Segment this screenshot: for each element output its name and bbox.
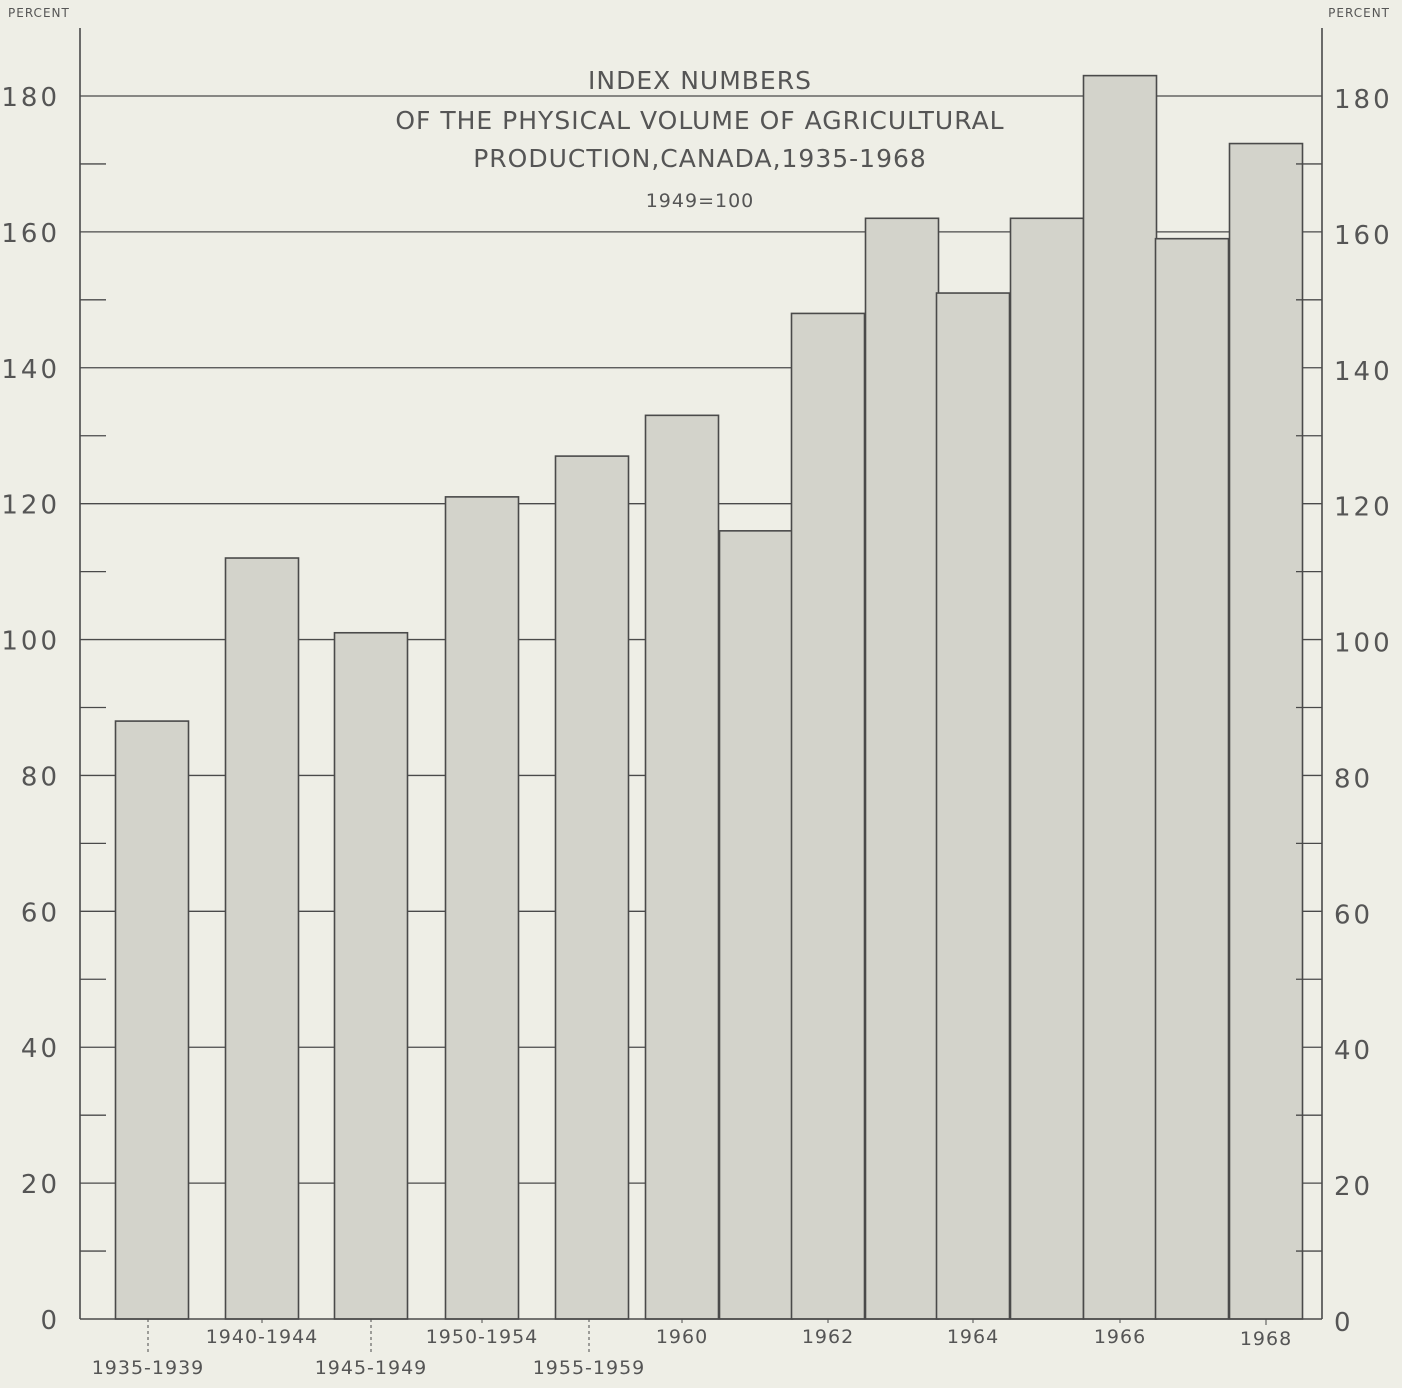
y-tick-label-left-80: 80 — [21, 762, 60, 792]
plot-frame — [79, 28, 1323, 1320]
x-tick-label-1945-1949: 1945-1949 — [315, 1357, 428, 1379]
chart-base-note: 1949=100 — [645, 190, 755, 212]
bars — [114, 74, 1304, 1320]
x-tick-label-1962: 1962 — [802, 1326, 854, 1348]
axis-ticks: 0 0 20 20 40 40 60 60 80 80 100 100 120 120 140 140 160 1… — [1, 83, 1393, 1354]
bar-1960 — [644, 414, 720, 1320]
x-tick-label-1955-1959: 1955-1959 — [533, 1357, 646, 1379]
y-tick-label-right-140: 140 — [1334, 357, 1393, 387]
y-tick-label-right-120: 120 — [1334, 493, 1393, 523]
x-tick-label-1935-1939: 1935-1939 — [92, 1357, 205, 1379]
x-tick-label-1966: 1966 — [1094, 1326, 1146, 1348]
y-tick-label-right-20: 20 — [1334, 1172, 1373, 1202]
bar-1967 — [1154, 237, 1230, 1320]
y-tick-label-left-100: 100 — [1, 627, 60, 657]
bar-1961 — [718, 530, 794, 1320]
bar-1968 — [1228, 142, 1304, 1320]
y-tick-label-right-180: 180 — [1334, 85, 1393, 115]
bar-1935-1939 — [114, 720, 190, 1320]
bar-1962 — [790, 312, 866, 1320]
y-tick-label-right-160: 160 — [1334, 221, 1393, 251]
bar-1945-1949 — [333, 631, 409, 1320]
left-axis-unit-label: PERCENT — [8, 6, 70, 20]
x-tick-label-1964: 1964 — [947, 1326, 999, 1348]
y-tick-label-right-80: 80 — [1334, 764, 1373, 794]
y-tick-label-left-0: 0 — [40, 1306, 60, 1336]
chart-title-line-2: OF THE PHYSICAL VOLUME OF AGRICULTURAL — [395, 106, 1005, 135]
y-tick-label-left-140: 140 — [1, 355, 60, 385]
y-tick-label-left-20: 20 — [21, 1170, 60, 1200]
y-tick-label-right-0: 0 — [1334, 1308, 1354, 1338]
y-tick-label-right-40: 40 — [1334, 1036, 1373, 1066]
y-tick-label-left-40: 40 — [21, 1034, 60, 1064]
y-tick-label-left-180: 180 — [1, 83, 60, 113]
right-axis-unit-label: PERCENT — [1328, 6, 1390, 20]
bar-1963 — [864, 217, 940, 1320]
bar-1964 — [935, 292, 1011, 1320]
bar-1965 — [1009, 217, 1085, 1320]
bar-1950-1954 — [444, 496, 520, 1320]
bar-1955-1959 — [554, 455, 630, 1320]
bar-1966 — [1082, 74, 1158, 1320]
y-tick-label-right-60: 60 — [1334, 900, 1373, 930]
y-tick-label-right-100: 100 — [1334, 629, 1393, 659]
x-tick-label-1940-1944: 1940-1944 — [206, 1326, 319, 1348]
y-tick-label-left-160: 160 — [1, 219, 60, 249]
chart-title-line-1: INDEX NUMBERS — [588, 66, 812, 95]
x-tick-label-1968: 1968 — [1240, 1328, 1292, 1350]
x-tick-label-1960: 1960 — [656, 1326, 708, 1348]
chart-title-line-3: PRODUCTION,CANADA,1935-1968 — [473, 144, 927, 173]
y-tick-label-left-120: 120 — [1, 491, 60, 521]
x-tick-label-1950-1954: 1950-1954 — [426, 1326, 539, 1348]
y-tick-label-left-60: 60 — [21, 898, 60, 928]
bar-1940-1944 — [224, 557, 300, 1320]
